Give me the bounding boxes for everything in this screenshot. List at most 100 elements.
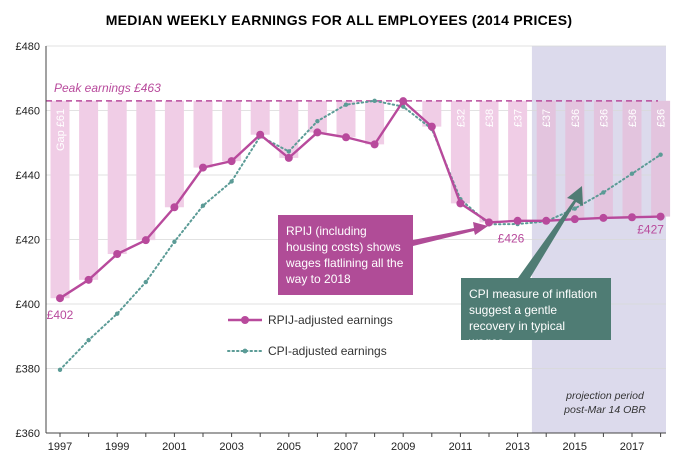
rpij-point-2003 <box>227 157 236 166</box>
gap-bar-2004 <box>250 100 270 135</box>
cpi-point-1997 <box>57 367 63 372</box>
rpij-point-2014 <box>542 216 551 225</box>
peak-line-group: Peak earnings £463 <box>46 81 658 102</box>
projection-label-line2: post-Mar 14 OBR <box>563 404 646 416</box>
y-tick-label-380: £380 <box>16 364 40 376</box>
cpi-point-2017 <box>629 171 635 176</box>
cpi-callout-box: CPI measure of inflation suggest a gentl… <box>461 278 611 349</box>
legend-rpij-label: RPIJ-adjusted earnings <box>268 313 393 327</box>
x-tick-label-2003: 2003 <box>219 441 243 453</box>
rpij-point-2000 <box>141 236 150 245</box>
rpij-point-2016 <box>599 213 608 222</box>
cpi-point-2001 <box>172 239 177 244</box>
cpi-point-2000 <box>143 279 148 285</box>
data-label-1997: £402 <box>47 308 74 322</box>
callout-arrows-group <box>413 186 583 278</box>
rpij-point-2013 <box>513 216 522 225</box>
rpij-point-2017 <box>628 213 636 222</box>
cpi-point-2016 <box>601 190 606 195</box>
legend-rpij-marker <box>241 316 249 324</box>
gap-label-1997: Gap £61 <box>55 109 67 151</box>
gap-bar-1997 <box>50 100 70 299</box>
gap-bar-2011 <box>450 100 470 204</box>
y-tick-label-460: £460 <box>16 106 40 118</box>
gap-label-2017: £36 <box>627 109 639 127</box>
rpij-point-2009 <box>399 97 408 106</box>
cpi-callout-arrow <box>518 186 583 278</box>
cpi-point-2008 <box>372 98 377 104</box>
chart-title: MEDIAN WEEKLY EARNINGS FOR ALL EMPLOYEES… <box>106 12 573 28</box>
rpij-point-2015 <box>570 215 579 224</box>
rpij-callout-text: RPIJ (including housing costs) shows wag… <box>286 224 404 286</box>
x-tick-label-2017: 2017 <box>620 441 644 453</box>
gap-bar-1998 <box>79 100 99 280</box>
x-tick-label-2007: 2007 <box>334 441 358 453</box>
gap-bar-2014 <box>536 100 556 221</box>
cpi-point-1998 <box>86 337 91 343</box>
x-tick-label-2009: 2009 <box>391 441 415 453</box>
gap-bar-2006 <box>307 100 327 133</box>
rpij-point-2001 <box>170 203 179 212</box>
cpi-point-1999 <box>115 311 120 316</box>
gap-label-2011: £32 <box>455 109 467 127</box>
x-tick-label-2011: 2011 <box>449 441 473 453</box>
rpij-point-2018 <box>656 212 665 221</box>
rpij-callout-arrow <box>413 222 488 246</box>
cpi-line <box>59 99 662 371</box>
gap-bars-group: Gap £61 £32 £38 £37 £37 £36 £36 £36 £36 <box>50 100 671 299</box>
y-tick-label-420: £420 <box>16 235 40 247</box>
rpij-callout-box: RPIJ (including housing costs) shows wag… <box>278 215 413 295</box>
rpij-point-1998 <box>84 275 93 284</box>
cpi-point-2002 <box>200 203 206 208</box>
x-tick-label-2001: 2001 <box>162 441 186 453</box>
gap-bar-2013 <box>508 100 528 221</box>
gap-bar-2017 <box>622 100 642 218</box>
cpi-point-2015 <box>572 206 577 211</box>
gap-label-2014: £37 <box>541 109 553 127</box>
rpij-point-2011 <box>456 199 465 208</box>
y-tick-label-480: £480 <box>16 41 40 53</box>
rpij-point-2007 <box>342 133 350 142</box>
rpij-point-2005 <box>284 153 293 162</box>
peak-label: Peak earnings £463 <box>54 81 161 95</box>
rpij-point-1997 <box>56 294 64 303</box>
x-tick-label-2005: 2005 <box>277 441 301 453</box>
y-tick-label-400: £400 <box>16 299 40 311</box>
gap-bar-2010 <box>422 100 442 127</box>
cpi-point-2007 <box>343 102 349 107</box>
cpi-callout-text: CPI measure of inflation suggest a gentl… <box>469 287 598 349</box>
cpi-point-2003 <box>229 179 234 184</box>
gap-bar-2007 <box>336 100 356 138</box>
rpij-point-2008 <box>370 140 379 149</box>
cpi-point-2006 <box>315 118 320 124</box>
gap-label-2012: £38 <box>484 109 496 127</box>
rpij-point-2004 <box>256 130 265 139</box>
x-tick-label-1997: 1997 <box>48 441 72 453</box>
rpij-point-2010 <box>427 122 436 131</box>
data-label-2012: £426 <box>498 231 525 245</box>
cpi-point-2005 <box>286 149 291 154</box>
x-tick-label-2013: 2013 <box>505 441 529 453</box>
gap-label-2015: £36 <box>570 109 582 127</box>
data-labels-group: £402 £426 £427 <box>47 223 665 323</box>
cpi-point-2009 <box>401 104 406 109</box>
gap-label-2018: £36 <box>656 109 668 127</box>
gap-bar-2003 <box>222 100 242 162</box>
gap-bar-2012 <box>479 100 499 223</box>
gap-bar-2002 <box>193 100 213 168</box>
x-tick-label-2015: 2015 <box>563 441 587 453</box>
rpij-point-2006 <box>313 128 322 137</box>
rpij-point-1999 <box>113 250 122 259</box>
rpij-point-2002 <box>199 163 207 172</box>
gap-label-2016: £36 <box>598 109 610 127</box>
gap-bar-2018 <box>651 100 671 217</box>
gap-bar-2001 <box>164 100 184 208</box>
legend-group: RPIJ-adjusted earnings CPI-adjusted earni… <box>227 313 393 358</box>
rpij-point-2012 <box>485 218 493 227</box>
x-tick-label-1999: 1999 <box>105 441 129 453</box>
projection-label-line1: projection period <box>565 390 645 402</box>
legend-cpi-label: CPI-adjusted earnings <box>268 344 387 358</box>
gap-bar-1999 <box>107 100 127 255</box>
gap-bar-2005 <box>279 100 299 158</box>
